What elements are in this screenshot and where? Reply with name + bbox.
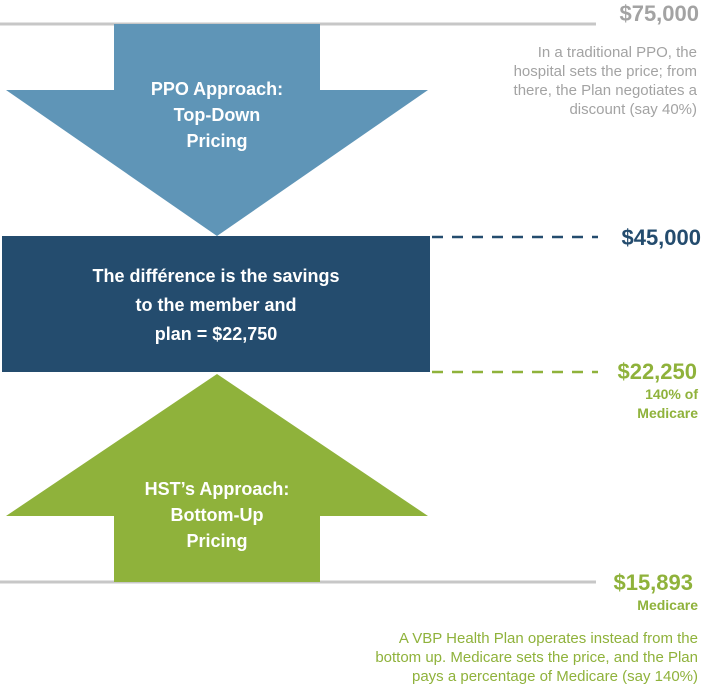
savings-line: plan = $22,750 [154, 324, 278, 344]
ppo-arrow-line: Top-Down [173, 105, 261, 125]
hst-price-label: $22,250 [617, 359, 697, 384]
ppo-note: In a traditional PPO, the hospital sets … [397, 43, 697, 119]
ppo-note-line: there, the Plan negotiates a [513, 82, 697, 99]
hst-arrow-line: Pricing [186, 531, 248, 551]
ppo-arrow-line: PPO Approach: [150, 79, 284, 99]
hst-arrow-line: Bottom-Up [170, 505, 264, 525]
hst-arrow-line: HST’s Approach: [144, 479, 290, 499]
ppo-note-line: discount (say 40%) [569, 101, 697, 118]
top-price-label: $75,000 [619, 1, 699, 26]
vbp-note: A VBP Health Plan operates instead from … [258, 629, 698, 686]
medicare-price-label: $15,893 [613, 570, 693, 595]
vbp-note-line: A VBP Health Plan operates instead from … [398, 630, 698, 647]
ppo-discounted-price-label: $45,000 [621, 225, 701, 250]
hst-price-note-line: Medicare [637, 405, 698, 421]
savings-box [2, 236, 430, 372]
ppo-arrow-line: Pricing [186, 131, 248, 151]
medicare-note: Medicare [637, 597, 698, 613]
hst-price-note: 140% of Medicare [637, 385, 698, 423]
vbp-note-line: pays a percentage of Medicare (say 140%) [412, 668, 698, 685]
savings-line: The différence is the savings [92, 266, 340, 286]
hst-up-arrow [6, 374, 428, 582]
ppo-note-line: hospital sets the price; from [513, 63, 697, 80]
hst-price-note-line: 140% of [645, 386, 698, 402]
savings-line: to the member and [135, 295, 297, 315]
savings-box-label: The différence is the savings to the mem… [2, 262, 430, 349]
ppo-note-line: In a traditional PPO, the [537, 44, 697, 61]
ppo-arrow-label: PPO Approach: Top-Down Pricing [114, 76, 320, 154]
ppo-down-arrow [6, 24, 428, 236]
vbp-note-line: bottom up. Medicare sets the price, and … [375, 649, 698, 666]
hst-arrow-label: HST’s Approach: Bottom-Up Pricing [114, 476, 320, 554]
